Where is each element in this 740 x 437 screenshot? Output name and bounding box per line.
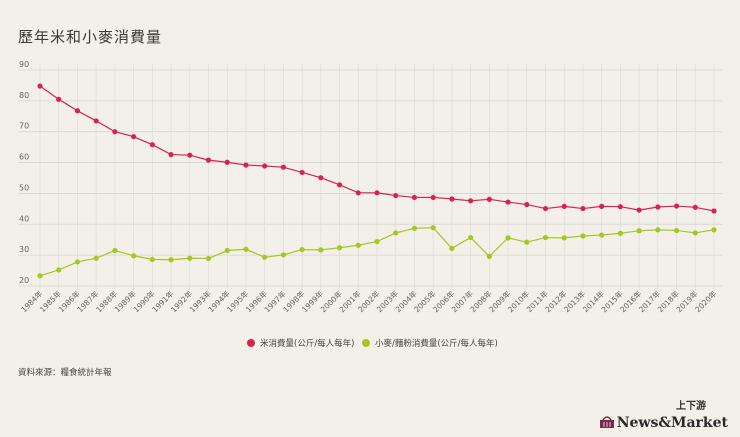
data-point-1	[355, 242, 361, 248]
data-point-1	[112, 247, 118, 254]
data-point-0	[673, 203, 680, 209]
data-point-0	[355, 190, 361, 196]
data-point-0	[280, 164, 286, 170]
source-note: 資料來源：糧食統計年報	[18, 368, 112, 378]
data-point-0	[149, 142, 155, 148]
data-point-1	[187, 255, 193, 261]
data-point-0	[74, 108, 81, 114]
y-tick-label: 60	[19, 153, 29, 162]
data-point-1	[599, 232, 605, 238]
data-point-1	[524, 239, 530, 245]
data-point-1	[411, 225, 418, 231]
data-point-0	[187, 152, 193, 158]
data-point-0	[243, 162, 249, 168]
brand-cn: 上下游	[676, 401, 706, 412]
data-point-0	[542, 205, 549, 212]
brand-en: News&Market	[616, 415, 728, 431]
data-point-0	[655, 204, 661, 210]
y-tick-label: 40	[19, 214, 29, 223]
data-point-1	[542, 234, 549, 241]
data-point-0	[692, 204, 698, 210]
legend-item-wheat[interactable]: 小麥/麵粉消費量(公斤/每人每年)	[362, 337, 498, 349]
data-point-0	[411, 194, 418, 201]
data-point-0	[580, 205, 586, 212]
data-point-0	[168, 151, 174, 158]
data-point-0	[56, 96, 62, 102]
data-point-1	[336, 245, 343, 251]
data-point-1	[299, 246, 305, 253]
data-point-0	[711, 208, 717, 214]
data-point-1	[131, 253, 137, 259]
data-point-0	[636, 207, 642, 213]
chart-title: 歷年米和小麥消費量	[18, 28, 163, 46]
data-point-1	[205, 255, 212, 262]
data-point-0	[262, 163, 268, 169]
y-tick-label: 20	[19, 276, 29, 285]
data-point-1	[711, 227, 717, 233]
data-point-1	[617, 230, 623, 236]
data-point-1	[318, 247, 324, 253]
data-point-1	[468, 234, 474, 241]
data-point-1	[449, 245, 455, 251]
legend-rice-label: 米消費量(公斤/每人每年)	[260, 339, 355, 349]
data-point-0	[205, 157, 212, 163]
x-tick-label: 2020年	[693, 288, 719, 314]
y-tick-label: 70	[19, 122, 29, 131]
data-point-0	[299, 169, 305, 176]
legend-rice-dot-icon	[247, 339, 255, 347]
y-tick-label: 50	[19, 183, 29, 192]
data-point-1	[56, 267, 62, 273]
data-point-1	[692, 230, 698, 236]
data-point-1	[505, 235, 511, 241]
legend-wheat-label: 小麥/麵粉消費量(公斤/每人每年)	[375, 339, 498, 349]
data-point-0	[93, 118, 99, 124]
legend-item-rice[interactable]: 米消費量(公斤/每人每年)	[247, 337, 355, 349]
data-point-0	[393, 192, 399, 199]
data-point-1	[374, 238, 380, 245]
data-point-1	[243, 246, 249, 252]
data-point-0	[468, 198, 474, 204]
data-point-0	[561, 203, 567, 209]
data-point-0	[131, 134, 137, 140]
data-point-0	[486, 196, 492, 202]
data-point-1	[149, 256, 155, 263]
data-point-0	[318, 175, 324, 181]
data-point-0	[430, 194, 436, 201]
data-point-1	[393, 230, 399, 236]
data-point-1	[74, 259, 81, 265]
data-point-0	[374, 190, 380, 196]
y-tick-label: 90	[19, 60, 29, 69]
data-point-0	[336, 182, 343, 188]
data-point-1	[280, 252, 286, 258]
data-point-0	[112, 129, 118, 135]
data-point-1	[168, 257, 174, 263]
data-point-1	[224, 247, 230, 254]
brand-logo[interactable]: 上下游 News&Market	[599, 397, 728, 431]
data-point-1	[93, 255, 99, 261]
data-point-0	[449, 196, 455, 202]
data-point-1	[580, 233, 586, 239]
data-point-1	[561, 235, 567, 241]
y-tick-label: 80	[19, 91, 29, 100]
data-point-0	[224, 159, 230, 165]
data-point-1	[37, 273, 43, 279]
data-point-0	[599, 203, 605, 209]
data-point-0	[617, 204, 623, 210]
data-point-1	[486, 253, 492, 259]
data-point-0	[524, 201, 530, 208]
y-tick-label: 30	[19, 245, 29, 254]
data-point-1	[655, 227, 661, 233]
data-point-1	[262, 254, 268, 260]
data-point-0	[505, 199, 511, 205]
data-point-0	[37, 83, 43, 89]
data-point-1	[430, 225, 436, 231]
data-point-1	[673, 227, 680, 234]
basket-icon	[599, 416, 614, 428]
legend-wheat-dot-icon	[362, 339, 370, 347]
data-point-1	[636, 228, 642, 234]
